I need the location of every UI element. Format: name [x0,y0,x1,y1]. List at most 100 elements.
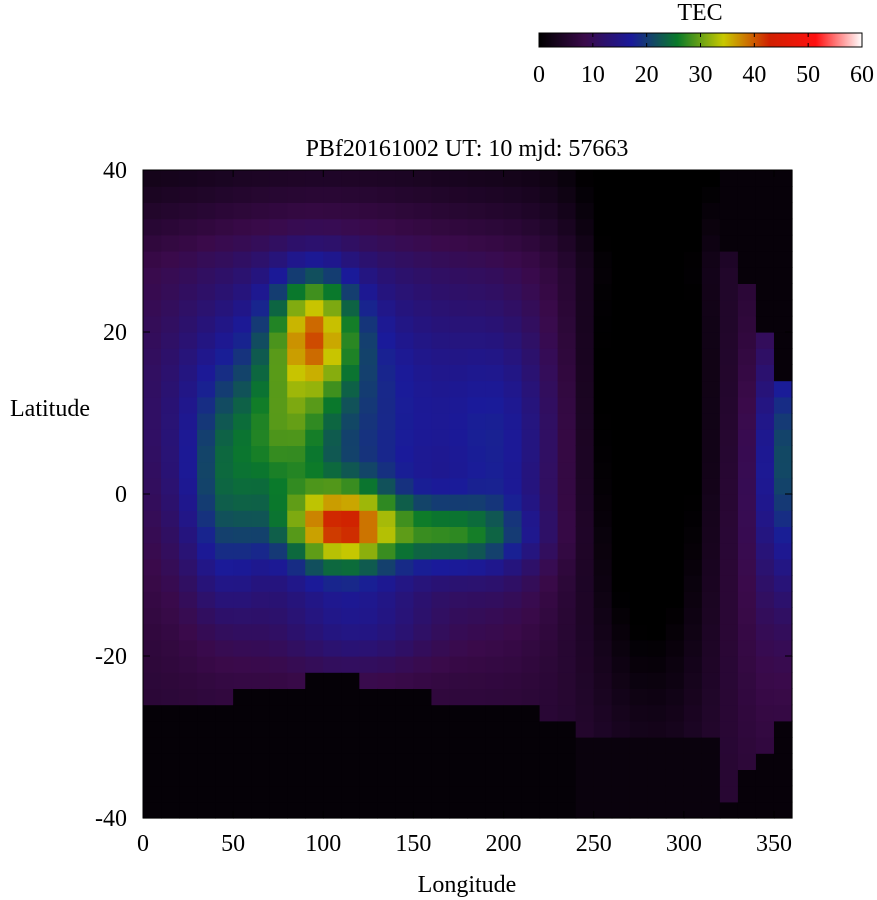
heatmap-cell [287,639,306,657]
heatmap-cell [341,348,360,365]
heatmap-cell [431,477,451,495]
heatmap-cell [251,623,270,641]
heatmap-cell [683,348,703,365]
heatmap-cell [683,170,703,187]
heatmap-cell [701,542,721,560]
heatmap-cell [719,801,739,819]
heatmap-cell [557,753,577,770]
heatmap-cell [215,591,234,608]
heatmap-cell [341,283,360,301]
heatmap-cell [629,251,649,268]
heatmap-cell [233,769,252,787]
heatmap-cell [377,769,396,787]
heatmap-cell [701,348,721,365]
heatmap-cell [449,704,469,722]
heatmap-cell [449,753,469,770]
heatmap-cell [377,607,396,625]
heatmap-cell [269,607,288,625]
heatmap-cell [485,299,505,317]
heatmap-cell [233,348,252,365]
heatmap-cell [341,801,360,819]
heatmap-cell [467,542,487,560]
heatmap-cell [773,720,793,738]
heatmap-cell [197,769,216,787]
heatmap-cell [449,769,469,787]
heatmap-cell [449,575,469,592]
heatmap-cell [161,332,180,349]
heatmap-cell [557,720,577,738]
heatmap-cell [413,332,433,349]
heatmap-cell [575,170,595,187]
heatmap-cell [251,526,270,544]
heatmap-cell [467,332,487,349]
heatmap-cell [647,494,667,511]
heatmap-cell [503,688,523,706]
heatmap-cell [521,753,541,770]
heatmap-cell [683,688,703,706]
heatmap-cell [269,542,288,560]
heatmap-cell [575,202,595,220]
heatmap-cell [575,785,595,803]
heatmap-cell [197,753,216,770]
heatmap-cell [719,607,739,625]
heatmap-cell [413,315,433,333]
heatmap-cell [233,558,252,576]
heatmap-cell [287,364,306,382]
heatmap-cell [611,769,631,787]
heatmap-cell [593,672,613,689]
heatmap-cell [449,380,469,398]
heatmap-cell [737,753,757,770]
heatmap-cell [161,445,180,463]
heatmap-cell [179,753,198,770]
heatmap-cell [359,558,378,576]
heatmap-cell [701,283,721,301]
heatmap-cell [719,737,739,754]
heatmap-cell [251,364,270,382]
heatmap-cell [665,413,685,430]
heatmap-cell [557,332,577,349]
heatmap-cell [557,299,577,317]
heatmap-cell [233,364,252,382]
heatmap-cell [701,526,721,544]
heatmap-cell [161,526,180,544]
heatmap-cell [521,672,541,689]
heatmap-cell [431,283,451,301]
heatmap-cell [269,785,288,803]
heatmap-cell [647,364,667,382]
heatmap-cell [521,785,541,803]
heatmap-cell [629,332,649,349]
heatmap-cell [341,364,360,382]
heatmap-cell [485,801,505,819]
heatmap-cell [557,542,577,560]
heatmap-cell [197,672,216,689]
heatmap-cell [503,494,523,511]
heatmap-cell [755,251,775,268]
heatmap-cell [395,396,415,414]
heatmap-cell [683,234,703,252]
heatmap-cell [233,170,252,187]
heatmap-cell [377,477,396,495]
heatmap-cell [431,348,451,365]
heatmap-cell [305,251,324,268]
heatmap-cell [701,801,721,819]
heatmap-cell [665,494,685,511]
heatmap-cell [467,299,487,317]
heatmap-cell [287,380,306,398]
heatmap-cell [179,218,198,236]
heatmap-cell [665,234,685,252]
heatmap-cell [719,234,739,252]
heatmap-cell [611,607,631,625]
heatmap-cell [341,785,360,803]
heatmap-cell [323,639,342,657]
heatmap-cell [665,591,685,608]
heatmap-cell [323,202,342,220]
heatmap-cell [737,688,757,706]
heatmap-cell [143,526,162,544]
heatmap-cell [467,283,487,301]
heatmap-cell [701,510,721,527]
heatmap-cell [629,656,649,673]
heatmap-cell [251,575,270,592]
heatmap-cell [503,299,523,317]
heatmap-cell [521,510,541,527]
heatmap-cell [755,785,775,803]
